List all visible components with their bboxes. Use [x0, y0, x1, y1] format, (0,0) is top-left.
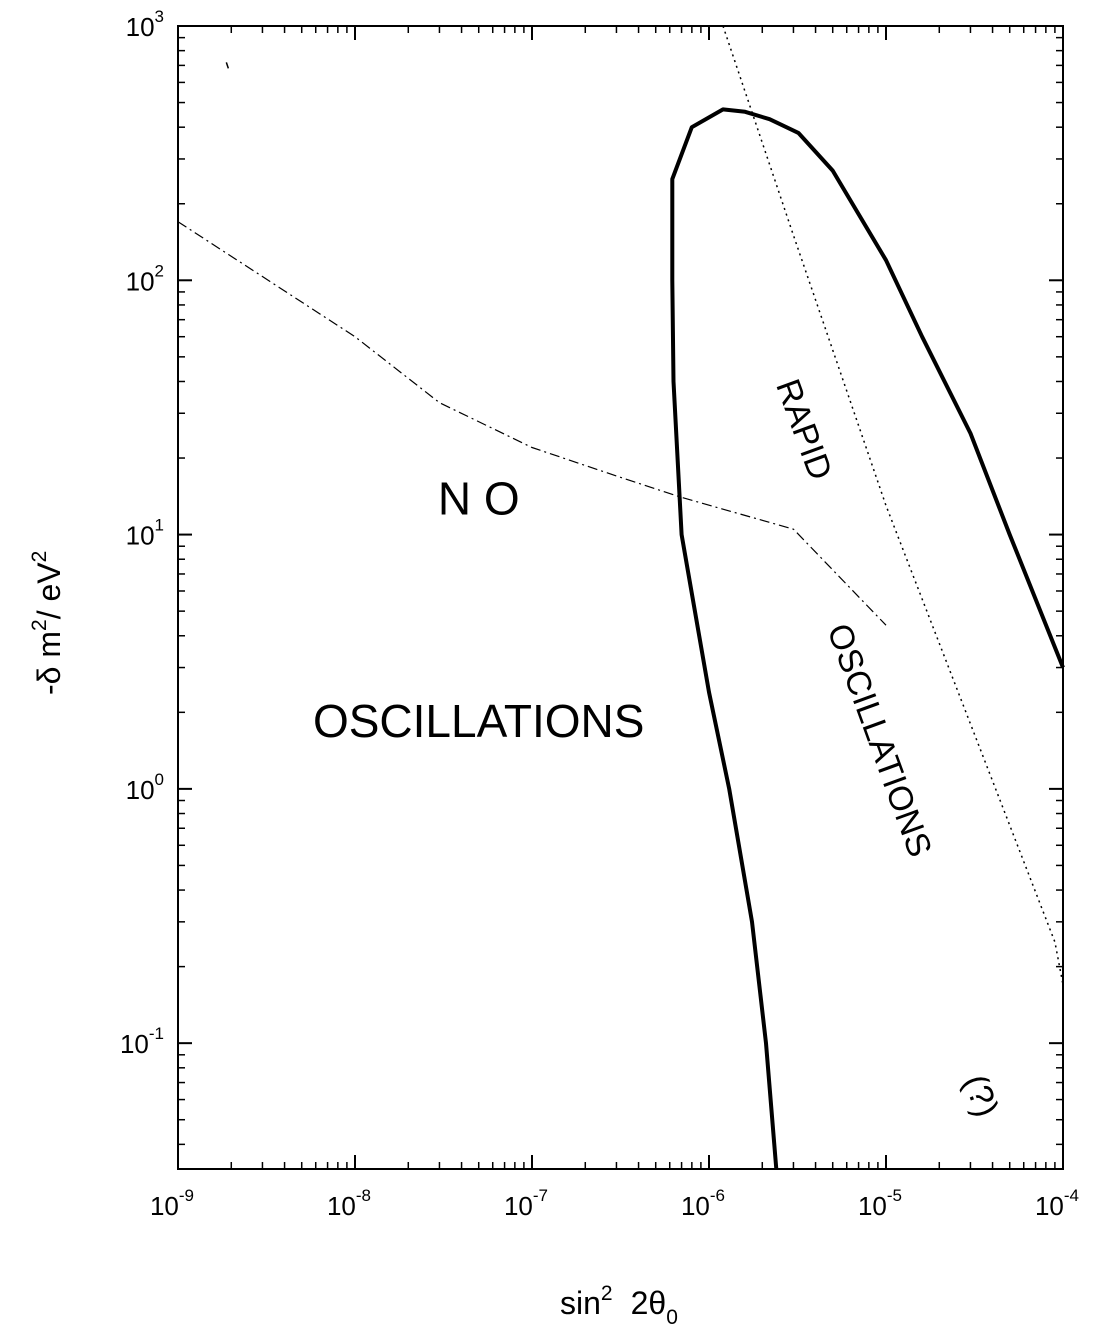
x-axis-title-sup: 2 [601, 1282, 613, 1305]
x-tick-label: 10-4 [1035, 1186, 1079, 1221]
series-line-dotted [722, 25, 1064, 985]
y-tick-label: 103 [126, 7, 164, 42]
x-tick-base: 10 [327, 1191, 356, 1221]
x-tick-exp: -9 [179, 1186, 194, 1205]
x-tick-label: 10-9 [150, 1186, 194, 1221]
y-tick-label: 101 [126, 516, 164, 551]
region-label-oscillations-right: OSCILLATIONS [819, 619, 939, 862]
x-axis-title-rest: 2θ [631, 1285, 667, 1321]
x-tick-exp: -6 [710, 1186, 725, 1205]
x-axis-title-main: sin [560, 1285, 601, 1321]
region-label-rapid: RAPID [768, 374, 839, 485]
y-axis-title-unit: / eV [31, 562, 67, 620]
y-tick-base: 10 [126, 266, 155, 296]
y-axis-title: -δ m2/ eV2 [28, 551, 67, 695]
y-axis-title-sup1: 2 [28, 619, 51, 631]
stray-mark [225, 62, 230, 69]
y-axis-title-sup2: 2 [28, 551, 51, 563]
x-axis-title-sub: 0 [666, 1306, 678, 1329]
series-layer [177, 25, 1065, 1170]
x-tick-base: 10 [681, 1191, 710, 1221]
x-tick-label: 10-6 [681, 1186, 725, 1221]
y-axis-title-main: -δ m [31, 631, 67, 695]
series-line-dash-dot [177, 221, 887, 626]
y-tick-exp: 2 [155, 261, 164, 280]
annotation-layer: N O OSCILLATIONS RAPID OSCILLATIONS (?) [313, 374, 1006, 1122]
y-tick-label: 102 [126, 261, 164, 296]
y-tick-exp: 0 [155, 770, 164, 789]
x-tick-exp: -5 [887, 1186, 902, 1205]
y-tick-exp: 1 [155, 516, 164, 535]
major-ticks [177, 25, 1064, 1169]
x-tick-exp: -7 [533, 1186, 548, 1205]
x-tick-base: 10 [858, 1191, 887, 1221]
region-label-no: N O [438, 472, 520, 524]
x-tick-label: 10-8 [327, 1186, 371, 1221]
region-label-question: (?) [956, 1070, 1006, 1122]
x-tick-label: 10-5 [858, 1186, 902, 1221]
series-line-thick-solid [670, 107, 1065, 1170]
y-tick-exp: -1 [149, 1024, 164, 1043]
x-tick-labels: 10-9 10-8 10-7 10-6 10-5 10-4 [150, 1186, 1079, 1221]
y-tick-label: 100 [126, 770, 164, 805]
y-tick-label: 10-1 [120, 1024, 164, 1059]
y-tick-base: 10 [120, 1029, 149, 1059]
x-tick-base: 10 [150, 1191, 179, 1221]
x-tick-exp: -8 [356, 1186, 371, 1205]
x-tick-exp: -4 [1064, 1186, 1079, 1205]
plot-frame [177, 25, 1064, 1170]
x-tick-label: 10-7 [504, 1186, 548, 1221]
region-label-oscillations-left: OSCILLATIONS [313, 695, 644, 747]
minor-ticks [178, 26, 1063, 1169]
y-tick-base: 10 [126, 775, 155, 805]
y-tick-base: 10 [126, 12, 155, 42]
y-tick-base: 10 [126, 521, 155, 551]
x-axis-title: sin2 2θ0 [560, 1282, 678, 1329]
y-tick-exp: 3 [155, 7, 164, 26]
x-tick-base: 10 [504, 1191, 533, 1221]
x-tick-base: 10 [1035, 1191, 1064, 1221]
